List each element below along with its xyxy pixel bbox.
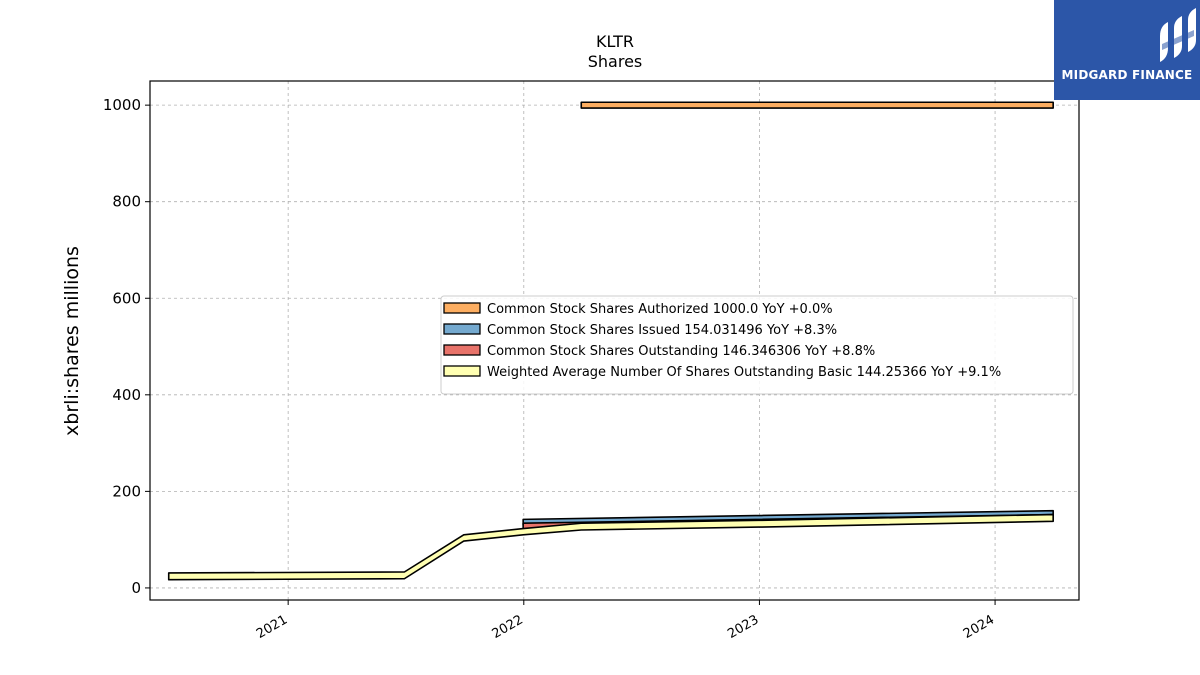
brand-mark-icon <box>1160 8 1196 62</box>
x-tick-label: 2023 <box>725 612 761 642</box>
series-band-weighted-average-number-of-shares-outstanding-basic <box>167 513 1054 581</box>
brand-name: MIDGARD FINANCE <box>1061 68 1193 82</box>
plot-area <box>167 101 1054 581</box>
x-tick-label: 2021 <box>254 612 290 642</box>
series-band-common-stock-shares-authorized <box>580 101 1054 109</box>
y-tick-label: 800 <box>112 193 141 211</box>
legend-swatch <box>443 344 481 356</box>
chart-subtitle: Shares <box>588 52 643 71</box>
legend-label: Common Stock Shares Authorized 1000.0 Yo… <box>487 302 833 317</box>
legend-swatch <box>443 365 481 377</box>
legend-label: Common Stock Shares Outstanding 146.3463… <box>487 344 875 359</box>
axes-frame <box>149 80 1080 601</box>
brand-logo: MIDGARD FINANCE <box>1054 0 1200 100</box>
legend-box <box>440 295 1074 395</box>
x-tick-label: 2022 <box>490 612 526 642</box>
x-tick-label: 2024 <box>961 612 997 642</box>
legend-label: Weighted Average Number Of Shares Outsta… <box>487 365 1001 380</box>
legend-swatch <box>443 302 481 314</box>
y-tick-label: 1000 <box>103 96 141 114</box>
legend: Common Stock Shares Authorized 1000.0 Yo… <box>440 295 1074 395</box>
y-tick-label: 400 <box>112 386 141 404</box>
y-axis-label: xbrli:shares millions <box>61 246 83 436</box>
legend-swatch <box>443 323 481 335</box>
y-tick-label: 0 <box>131 579 141 597</box>
chart-title: KLTR <box>596 32 634 51</box>
y-tick-label: 200 <box>112 482 141 500</box>
y-tick-label: 600 <box>112 289 141 307</box>
legend-label: Common Stock Shares Issued 154.031496 Yo… <box>487 323 837 338</box>
